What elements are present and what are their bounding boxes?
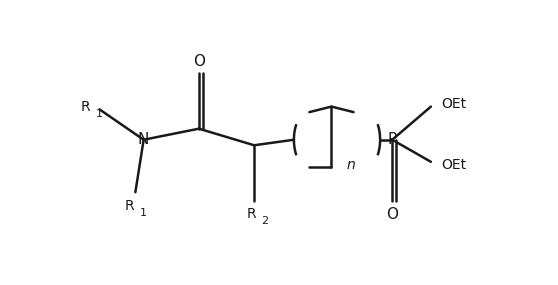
Text: n: n [347,158,355,172]
Text: OEt: OEt [441,158,466,172]
Text: R: R [125,199,134,213]
Text: R: R [247,207,256,221]
Text: R: R [81,99,90,114]
Text: 1: 1 [95,109,103,119]
Text: O: O [193,54,205,69]
Text: OEt: OEt [441,97,466,111]
Text: O: O [386,207,398,222]
Text: N: N [138,132,150,147]
Text: 2: 2 [261,217,268,227]
Text: P: P [388,132,397,147]
Text: 1: 1 [140,208,147,218]
